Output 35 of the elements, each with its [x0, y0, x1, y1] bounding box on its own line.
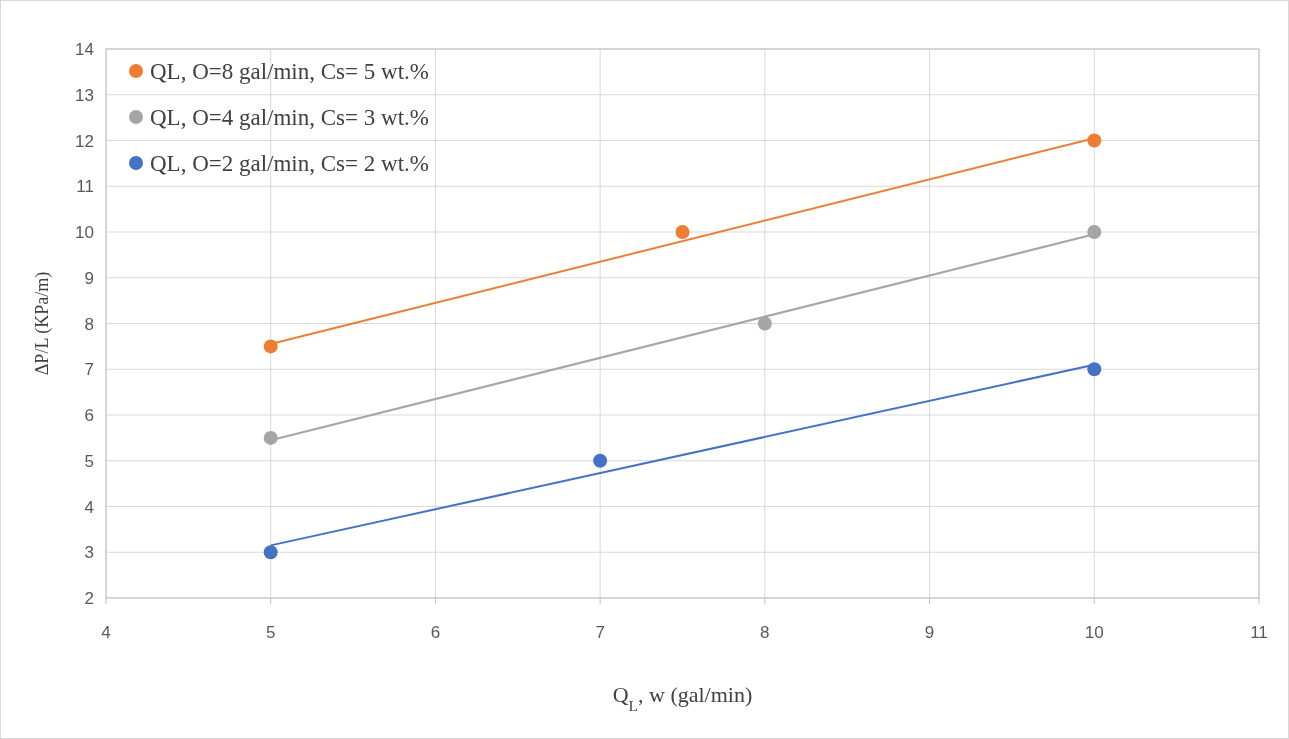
y-tick-label: 4 [84, 497, 94, 517]
x-tick-label: 5 [265, 623, 276, 642]
point [1087, 362, 1102, 377]
x-tick-label: 11 [1250, 623, 1268, 642]
legend-label: QL, O=4 gal/min, Cs= 3 wt.% [150, 105, 429, 130]
legend-label: QL, O=8 gal/min, Cs= 5 wt.% [150, 59, 429, 84]
x-tick-label: 9 [924, 623, 935, 642]
y-tick-label: 7 [84, 360, 94, 380]
point [1087, 225, 1102, 239]
y-tick-label: 12 [75, 131, 94, 151]
point [263, 339, 278, 354]
point [757, 316, 772, 331]
x-tick-label: 10 [1084, 623, 1104, 642]
x-axis-title: Q$_{L}$, w (gal/min) [612, 682, 753, 714]
y-tick-label: 13 [75, 85, 94, 105]
y-tick-label: 2 [84, 589, 94, 608]
x-tick-label: 8 [760, 623, 770, 642]
y-tick-label: 3 [84, 543, 94, 563]
y-tick-label: 11 [76, 177, 94, 197]
y-tick-label: 8 [84, 314, 94, 334]
x-tick-label: 7 [595, 623, 605, 642]
point [263, 430, 278, 445]
x-tick-label: 4 [101, 623, 111, 642]
point [1087, 133, 1102, 148]
legend-label: QL, O=2 gal/min, Cs= 2 wt.% [150, 151, 429, 176]
y-tick-label: 6 [84, 406, 94, 425]
y-tick-label: 14 [75, 40, 94, 59]
point [675, 225, 690, 239]
y-tick-label: 5 [84, 451, 94, 471]
x-tick-label: 6 [430, 623, 441, 642]
y-tick-label: 10 [75, 223, 94, 242]
point [263, 545, 278, 560]
point [593, 453, 608, 468]
y-axis-title: ΔP/L (KPa/m) [32, 271, 53, 376]
y-tick-label: 9 [84, 268, 94, 288]
